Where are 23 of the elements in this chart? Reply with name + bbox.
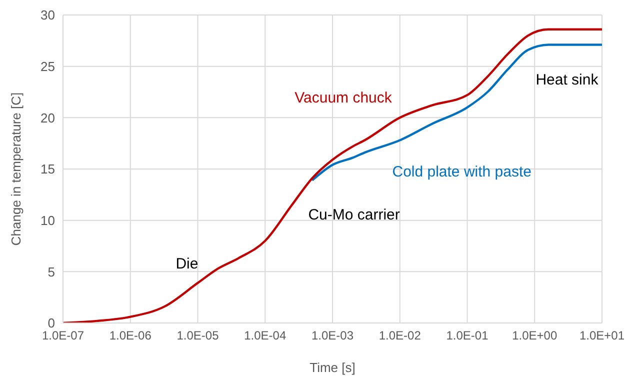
x-tick-label: 1.0E+01 [579,328,625,343]
y-tick-label: 15 [40,162,55,177]
annotation: Cu-Mo carrier [308,206,400,224]
x-tick-label: 1.0E-06 [109,328,152,343]
series-label: Vacuum chuck [294,90,392,107]
y-tick-label: 10 [40,212,55,228]
series-label: Cold plate with paste [392,164,532,181]
annotation: Die [176,256,198,273]
y-axis-title: Change in temperature [C] [8,92,24,246]
x-tick-label: 1.0E-07 [42,328,84,343]
x-tick-label: 1.0E-02 [378,328,422,343]
y-tick-label: 0 [48,316,55,331]
x-tick-label: 1.0E-03 [311,328,354,343]
x-tick-label: 1.0E-05 [176,328,220,343]
y-tick-label: 20 [40,110,55,126]
y-tick-label: 30 [40,8,55,23]
x-axis-title: Time [s] [310,360,356,375]
x-tick-label: 1.0E+00 [512,328,558,343]
x-tick-label: 1.0E-04 [244,328,286,343]
annotation: Heat sink [536,71,598,88]
x-tick-label: 1.0E-01 [446,328,489,343]
y-tick-label: 25 [40,58,55,74]
y-tick-label: 5 [48,264,55,280]
